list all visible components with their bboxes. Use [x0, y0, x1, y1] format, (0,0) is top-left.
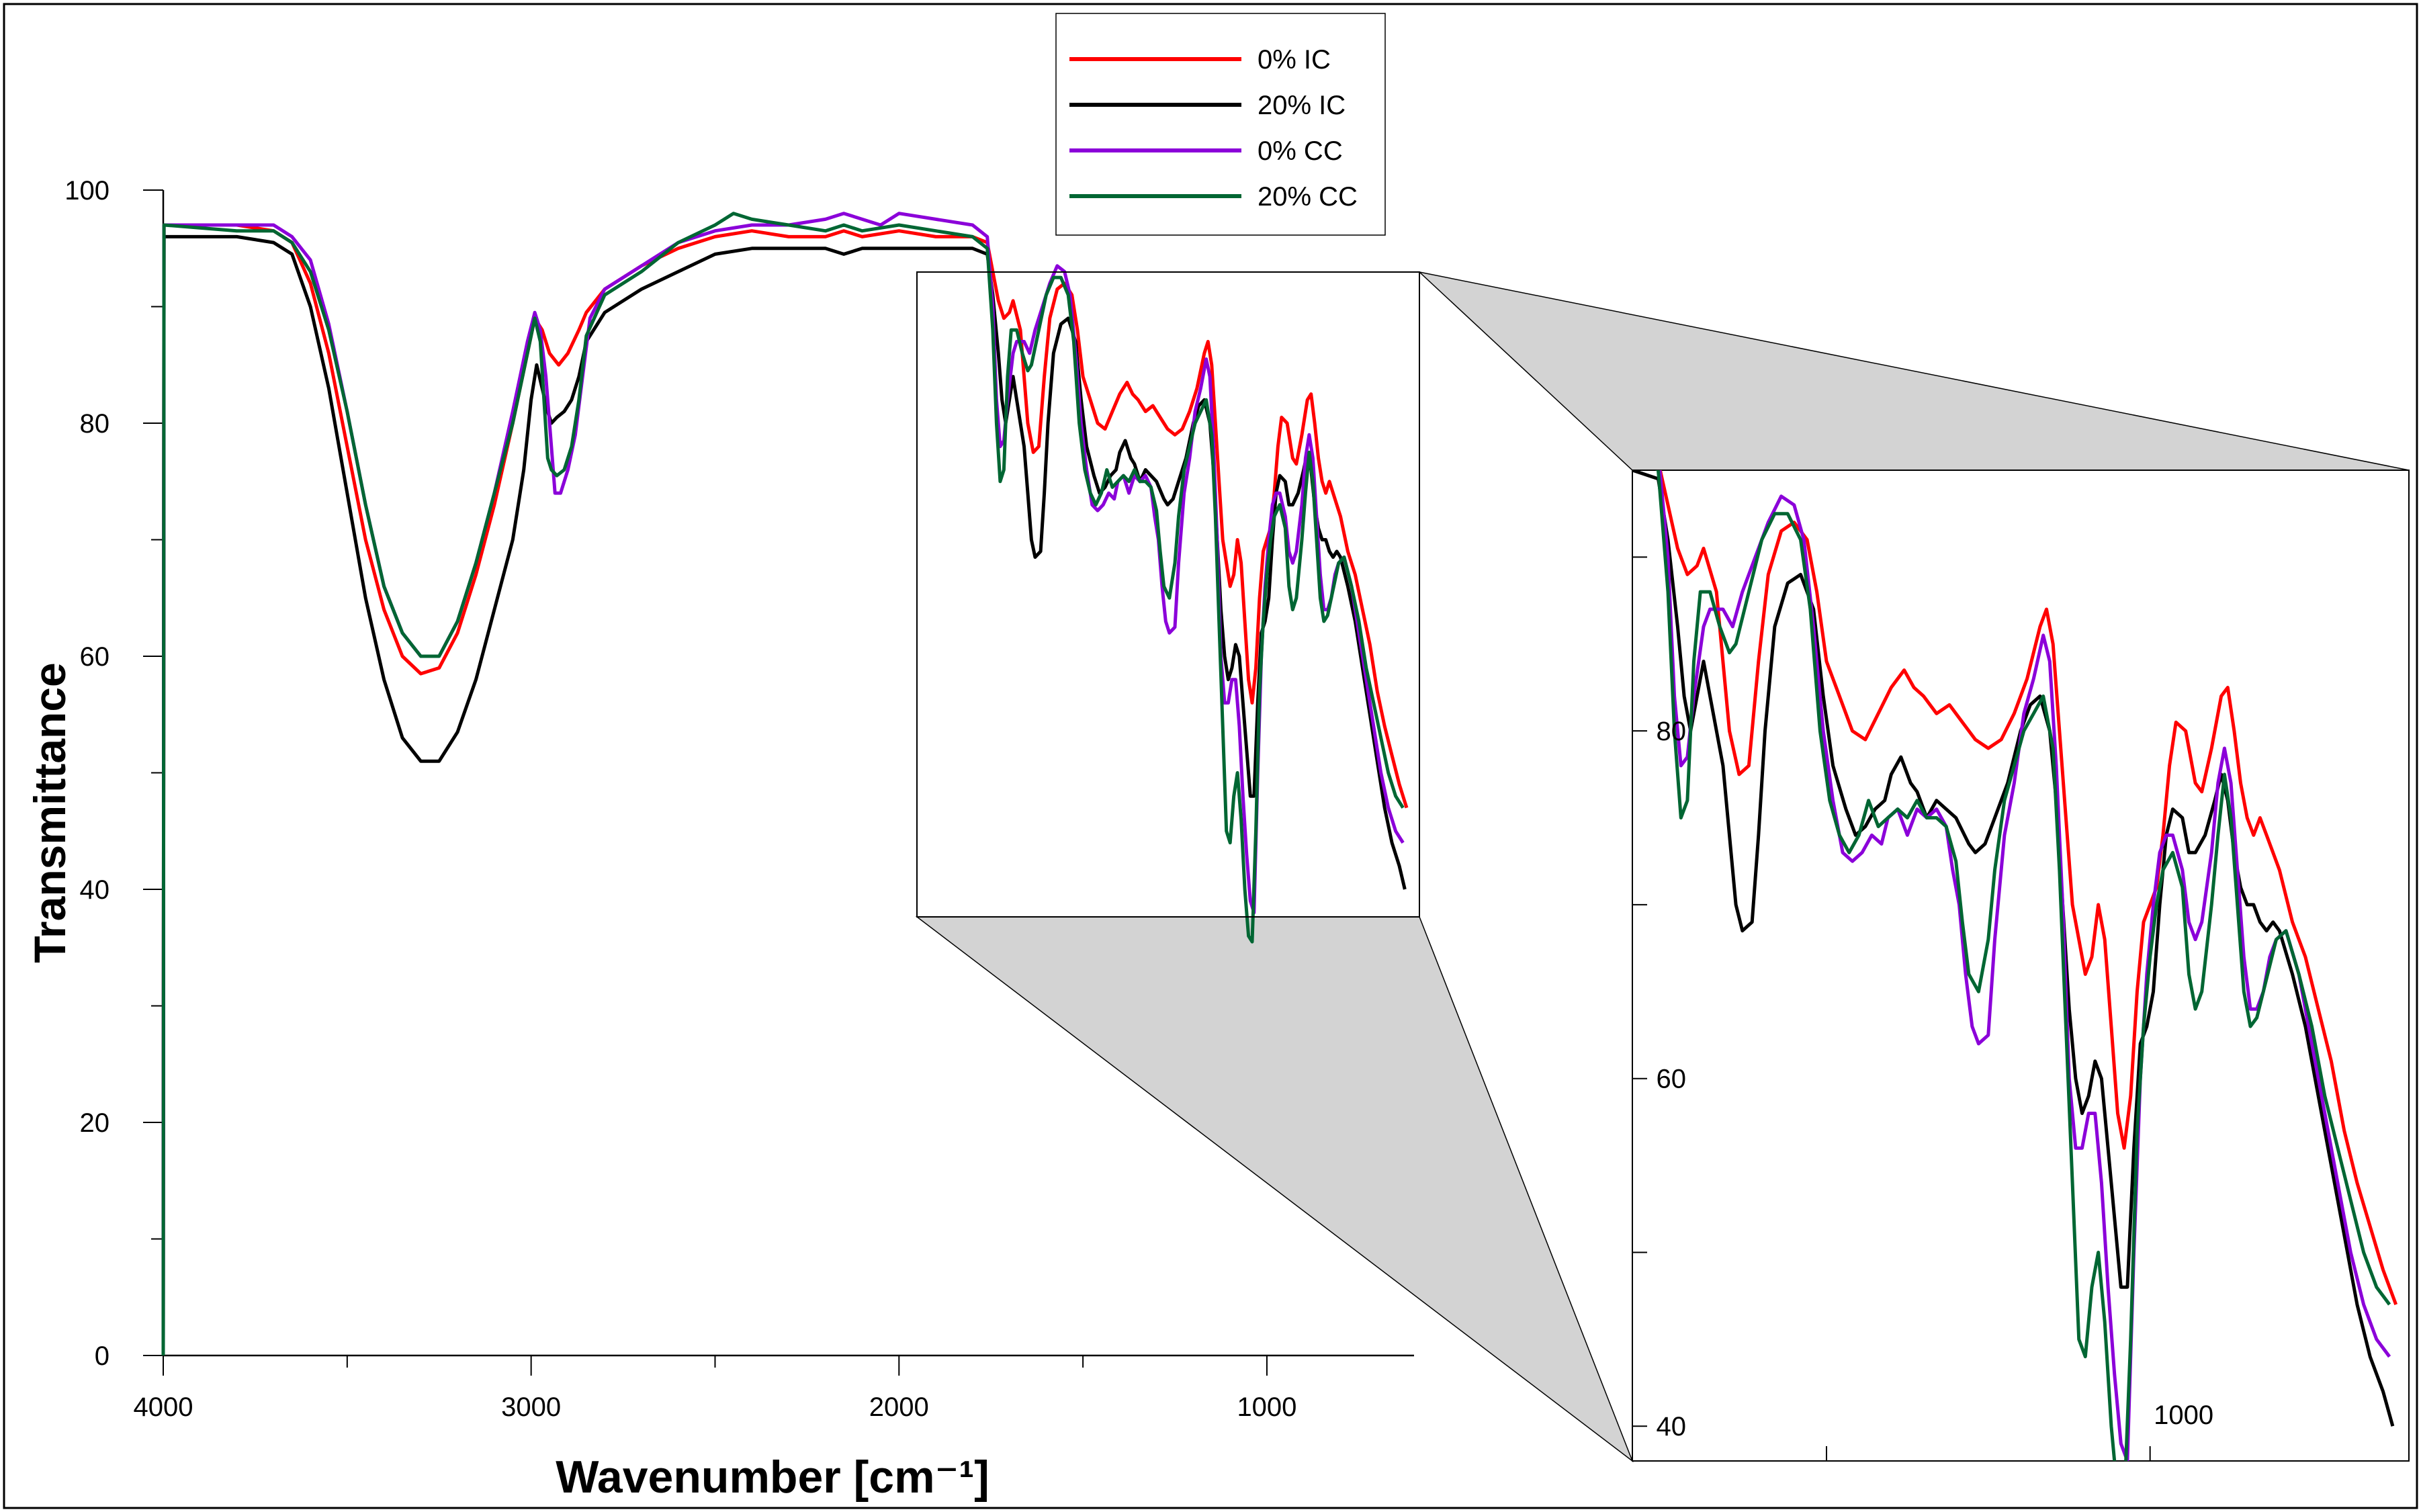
- y-axis-title: Transmittance: [25, 662, 75, 963]
- y-tick-label: 40: [80, 875, 110, 905]
- y-tick-label: 60: [80, 642, 110, 672]
- inset-y-tick-label: 60: [1657, 1065, 1687, 1094]
- inset-series-line-0-ic: [1658, 470, 2398, 1305]
- main-axes: 4000 3000 2000 1000 0 20 40 60 80 100: [64, 176, 1414, 1422]
- figure-border: [3, 3, 2418, 1509]
- x-tick-label: 4000: [134, 1392, 193, 1422]
- series-line-20-ic: [161, 234, 1407, 1356]
- inset-frame: [1632, 470, 2410, 1462]
- zoom-connector-bottom: [915, 916, 1634, 1463]
- inset-plot-area: [1632, 470, 2398, 1461]
- x-axis-title: Wavenumber [cm⁻¹]: [556, 1452, 989, 1503]
- zoom-source-box: [916, 271, 1420, 918]
- y-tick-label: 100: [64, 176, 109, 206]
- x-tick-label: 2000: [869, 1392, 929, 1422]
- legend-label: 0% IC: [1258, 45, 1331, 75]
- main-plot-area: [161, 212, 1409, 1356]
- inset-axes: 40 60 80 1000: [1632, 556, 2213, 1461]
- series-line-0-cc: [161, 212, 1405, 1356]
- x-tick-label: 1000: [1237, 1392, 1296, 1422]
- zoom-connector-top: [1417, 271, 2410, 471]
- inset-x-tick-label: 1000: [2154, 1400, 2213, 1430]
- series-line-0-ic: [161, 223, 1409, 1356]
- x-tick-label: 3000: [501, 1392, 561, 1422]
- inset-y-tick-label: 40: [1657, 1412, 1687, 1441]
- series-line-20-cc: [161, 212, 1405, 1356]
- legend: 0% IC 20% IC 0% CC 20% CC: [1055, 13, 1386, 236]
- legend-label: 20% IC: [1258, 91, 1346, 120]
- inset-series-line-20-cc: [1655, 470, 2391, 1461]
- legend-label: 20% CC: [1258, 182, 1358, 212]
- legend-label: 0% CC: [1258, 136, 1343, 166]
- y-tick-label: 0: [95, 1341, 109, 1371]
- inset-y-tick-label: 80: [1657, 717, 1687, 746]
- y-tick-label: 20: [80, 1108, 110, 1138]
- inset-series-line-0-cc: [1658, 470, 2391, 1461]
- y-tick-label: 80: [80, 409, 110, 439]
